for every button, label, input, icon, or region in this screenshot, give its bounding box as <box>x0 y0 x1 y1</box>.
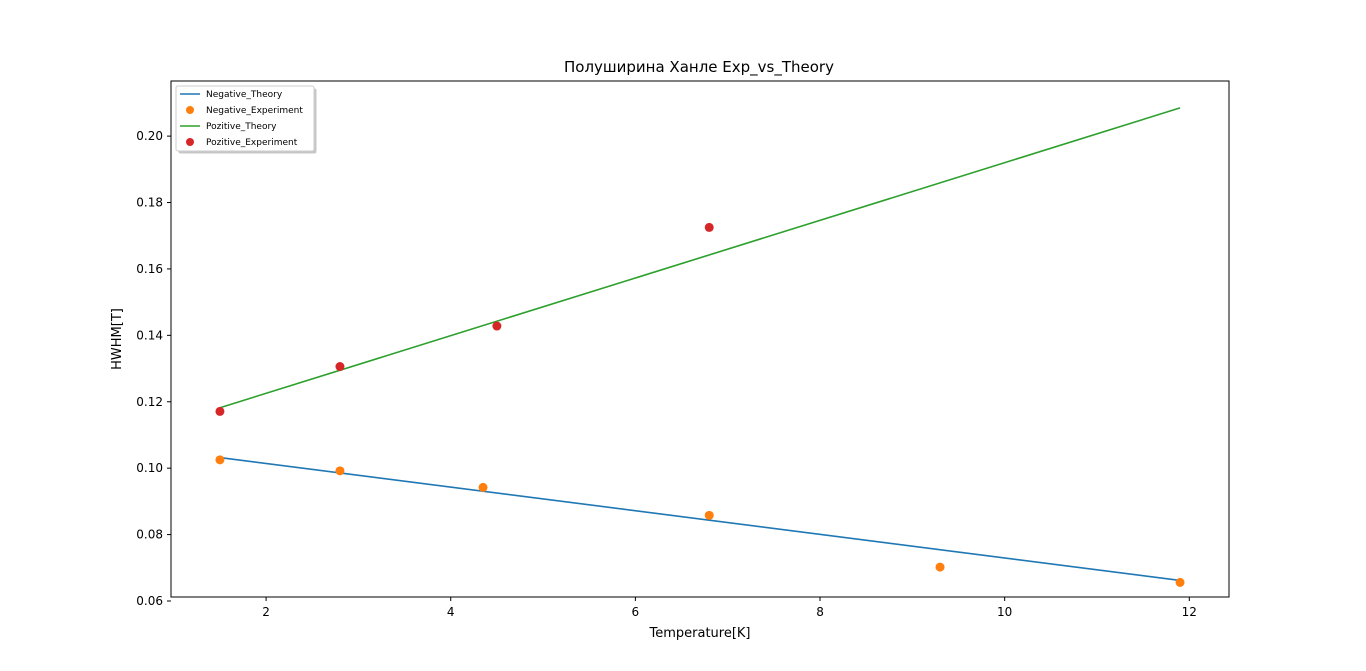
y-tick-label: 0.08 <box>136 528 163 542</box>
series-line-pozitive-theory <box>219 107 1181 409</box>
y-tick-label: 0.12 <box>136 395 163 409</box>
y-tick-label: 0.06 <box>136 594 163 608</box>
x-tick-label: 12 <box>1182 605 1197 619</box>
data-point-negative-experiment <box>1175 577 1185 587</box>
legend-entry-label: Pozitive_Experiment <box>206 138 298 148</box>
data-point-pozitive-experiment <box>704 222 714 232</box>
legend-entry-label: Pozitive_Theory <box>206 122 277 132</box>
legend-entry-label: Negative_Theory <box>206 90 283 100</box>
y-tick-label: 0.18 <box>136 196 163 210</box>
x-tick-label: 2 <box>262 605 270 619</box>
data-point-pozitive-experiment <box>492 321 502 331</box>
legend: Negative_Theory Negative_Experiment Poziti… <box>175 85 317 154</box>
data-point-negative-experiment <box>215 455 225 465</box>
legend-marker-swatch <box>186 106 194 114</box>
data-point-pozitive-experiment <box>335 362 345 372</box>
legend-marker-swatch <box>186 138 194 146</box>
plot-area <box>215 107 1185 587</box>
y-axis-label: HWHM[T] <box>110 308 125 370</box>
y-axis: 0.06 0.08 0.10 0.12 0.14 0.16 0.18 0.20 <box>136 129 171 608</box>
y-tick-label: 0.16 <box>136 262 163 276</box>
data-point-negative-experiment <box>704 510 714 520</box>
y-tick-label: 0.10 <box>136 461 163 475</box>
plot-frame <box>170 80 1230 598</box>
x-axis-label: Temperature[K] <box>648 626 750 641</box>
y-tick-label: 0.14 <box>136 328 163 342</box>
data-point-negative-experiment <box>935 562 945 572</box>
series-line-negative-theory <box>219 456 1181 582</box>
data-point-negative-experiment <box>478 482 488 492</box>
y-tick-label: 0.20 <box>136 129 163 143</box>
data-point-negative-experiment <box>335 466 345 476</box>
chart-title: Полуширина Ханле Exp_vs_Theory <box>564 58 834 77</box>
x-tick-label: 8 <box>816 605 824 619</box>
legend-box <box>175 85 315 152</box>
x-tick-label: 10 <box>997 605 1012 619</box>
legend-entry-label: Negative_Experiment <box>206 106 303 116</box>
data-point-pozitive-experiment <box>215 406 225 416</box>
x-axis: 2 4 6 8 10 12 <box>262 597 1197 619</box>
x-tick-label: 6 <box>632 605 640 619</box>
x-tick-label: 4 <box>447 605 455 619</box>
